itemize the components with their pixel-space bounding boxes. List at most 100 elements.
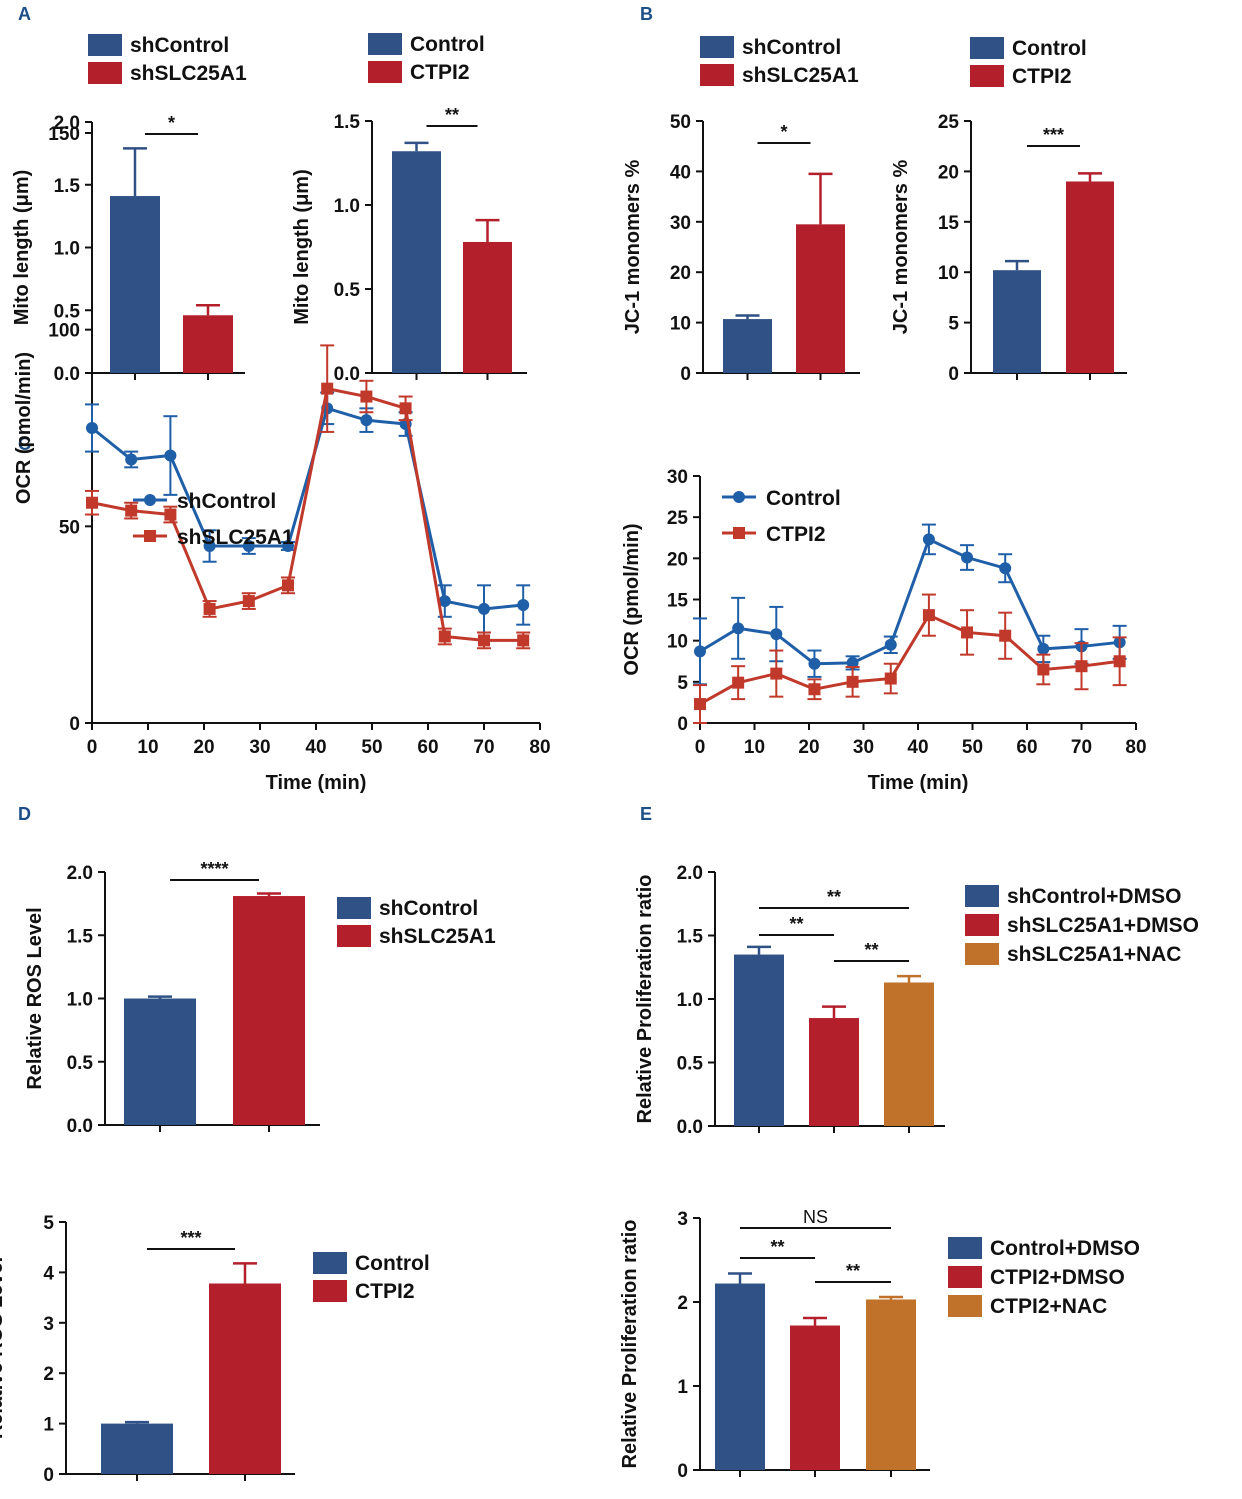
legend-label: CTPI2 [410, 61, 470, 84]
marker [808, 683, 821, 696]
x-tick-label: 70 [473, 737, 494, 758]
significance-label: ** [827, 887, 841, 907]
y-axis-title: OCR (pmol/min) [13, 352, 35, 504]
y-axis-title: JC-1 monomers % [622, 160, 644, 335]
marker [846, 656, 859, 669]
y-tick-label: 1.0 [334, 196, 360, 217]
significance-label: ** [789, 914, 803, 934]
marker [399, 402, 412, 415]
legend-swatch [368, 61, 402, 83]
legend-swatch [970, 37, 1004, 59]
x-tick-label: 60 [1016, 737, 1037, 758]
y-tick-label: 3 [677, 1209, 688, 1230]
marker [999, 629, 1012, 642]
legend-label: shSLC25A1 [742, 64, 859, 87]
y-tick-label: 3 [43, 1314, 54, 1335]
legend-swatch [965, 885, 999, 907]
y-tick-label: 1.5 [67, 926, 94, 947]
marker [125, 453, 138, 466]
bar [809, 1018, 859, 1126]
legend-label: shControl [742, 36, 841, 59]
y-tick-label: 0 [43, 1465, 54, 1486]
x-tick-label: 40 [305, 737, 326, 758]
y-tick-label: 1.5 [54, 176, 81, 197]
bar [715, 1283, 765, 1470]
legend-marker [144, 494, 156, 506]
significance-label: ** [846, 1261, 860, 1281]
chart: D 0.0 0.5 1.0 1.5 2.0 Relative ROS Level shCont… [18, 804, 496, 1137]
x-tick-label: 40 [907, 737, 928, 758]
y-tick-label: 0.0 [334, 364, 360, 385]
marker [922, 533, 935, 546]
x-tick-label: 60 [417, 737, 438, 758]
y-tick-label: 1.5 [677, 927, 704, 948]
x-tick-label: 10 [744, 737, 765, 758]
legend-swatch [965, 943, 999, 965]
y-tick-label: 100 [48, 321, 80, 342]
y-axis-title: Relative Proliferation ratio [634, 875, 656, 1124]
y-tick-label: 5 [43, 1213, 54, 1234]
y-tick-label: 20 [667, 549, 688, 570]
series-line [91, 406, 524, 611]
y-tick-label: 2 [677, 1293, 688, 1314]
y-tick-label: 30 [670, 213, 691, 234]
y-tick-label: 0.5 [334, 280, 361, 301]
y-axis-title: OCR (pmol/min) [621, 523, 643, 675]
marker [203, 540, 216, 552]
y-tick-label: 5 [948, 314, 959, 335]
y-tick-label: 0.0 [67, 1116, 93, 1137]
series-line [91, 386, 524, 642]
marker [242, 540, 255, 552]
marker [438, 595, 451, 608]
legend-marker [144, 530, 156, 542]
panel-label: A [18, 4, 31, 24]
y-tick-label: 10 [938, 263, 959, 284]
x-tick-label: 50 [361, 737, 382, 758]
x-tick-label: 0 [87, 737, 98, 758]
bar [993, 270, 1041, 373]
x-tick-label: 30 [249, 737, 270, 758]
series-line [699, 537, 1120, 666]
y-tick-label: 1.0 [54, 239, 80, 260]
y-tick-label: 0.5 [67, 1053, 94, 1074]
significance-label: *** [180, 1228, 201, 1248]
significance-label: **** [200, 859, 228, 879]
y-tick-label: 1 [43, 1415, 54, 1436]
marker [961, 626, 974, 639]
x-tick-label: 20 [193, 737, 214, 758]
marker [884, 638, 897, 651]
legend-swatch [88, 62, 122, 84]
legend-label: CTPI2 [1012, 65, 1072, 88]
marker [282, 579, 294, 592]
legend-marker [733, 491, 745, 503]
y-tick-label: 0.0 [54, 364, 80, 385]
y-tick-label: 4 [43, 1263, 54, 1284]
marker [999, 562, 1012, 575]
y-tick-label: 25 [667, 508, 689, 529]
bar [884, 982, 934, 1126]
y-tick-label: 2 [43, 1364, 54, 1385]
legend-label: Control+DMSO [990, 1237, 1140, 1260]
y-axis-title: Mito length (μm) [291, 169, 313, 325]
marker [360, 390, 373, 403]
legend-swatch [948, 1237, 982, 1259]
y-tick-label: 0.5 [54, 301, 81, 322]
marker [1037, 642, 1050, 655]
legend-swatch [970, 65, 1004, 87]
legend-label: shControl [130, 34, 229, 57]
chart: E 0.0 0.5 1.0 1.5 2.0 Relative Proliferation r… [634, 804, 1199, 1138]
marker [884, 672, 897, 685]
significance-label: * [168, 113, 175, 133]
y-axis-title: Relative Proliferation ratio [619, 1220, 641, 1469]
legend-label: CTPI2+DMSO [990, 1266, 1125, 1289]
marker [732, 622, 745, 635]
legend-label: shSLC25A1 [177, 526, 294, 549]
y-tick-label: 40 [670, 162, 691, 183]
marker [86, 496, 98, 509]
marker [164, 449, 177, 462]
y-tick-label: 20 [938, 162, 959, 183]
chart: 0.0 0.5 1.0 1.5 Mito length (μm) Control CTPI2… [291, 33, 527, 385]
y-tick-label: 1.0 [677, 990, 703, 1011]
x-tick-label: 30 [853, 737, 874, 758]
bar [463, 241, 512, 373]
